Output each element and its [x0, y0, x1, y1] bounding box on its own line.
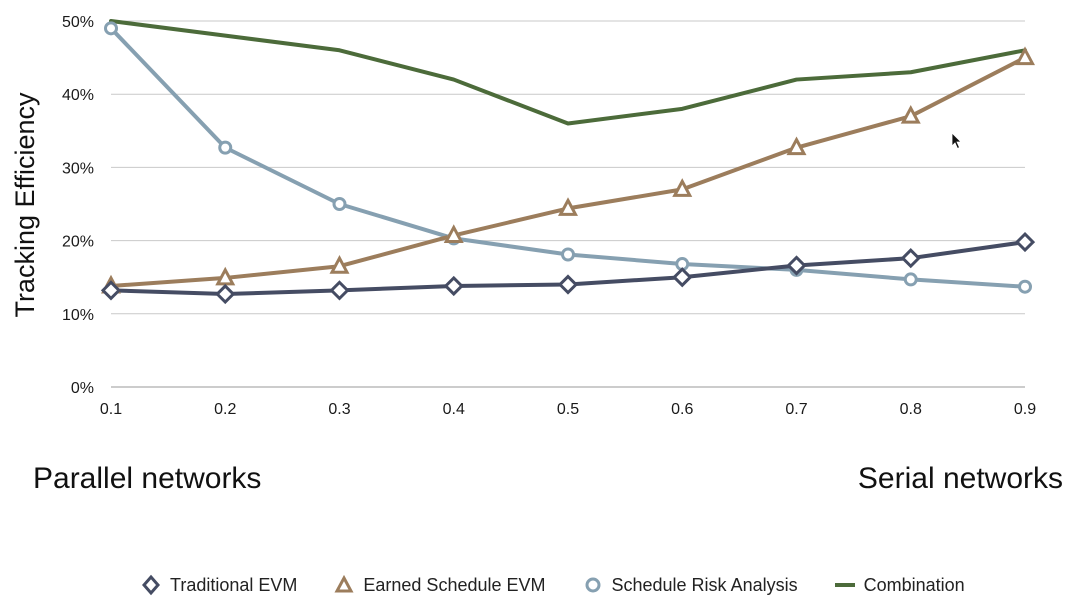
- data-point: [329, 255, 350, 274]
- series-layer: [100, 19, 1036, 305]
- x-tick-label: 0.6: [671, 401, 693, 418]
- serial-networks-caption: Serial networks: [857, 462, 1063, 495]
- legend-label: Schedule Risk Analysis: [611, 574, 798, 595]
- legend-label: Earned Schedule EVM: [363, 574, 546, 595]
- triangle-marker-icon: [334, 574, 354, 593]
- data-point: [672, 178, 693, 197]
- legend-item-combination: Combination: [834, 574, 965, 596]
- data-point: [1014, 46, 1036, 66]
- circle-marker-icon: [585, 577, 600, 593]
- data-point: [104, 21, 118, 36]
- legend-item-schedule-risk-analysis: Schedule Risk Analysis: [582, 574, 798, 596]
- y-tick-label: 20%: [62, 234, 94, 251]
- parallel-networks-caption: Parallel networks: [33, 462, 262, 495]
- y-tick-label: 0%: [71, 380, 94, 397]
- legend-item-traditional-evm: Traditional EVM: [140, 574, 297, 596]
- legend-item-earned-schedule-evm: Earned Schedule EVM: [333, 574, 546, 596]
- y-tick-label: 30%: [62, 160, 94, 177]
- legend-label: Combination: [863, 574, 965, 595]
- mouse-cursor-icon: [951, 132, 962, 150]
- x-tick-label: 0.1: [100, 401, 122, 418]
- data-point: [561, 247, 575, 262]
- diamond-marker-icon: [142, 574, 160, 596]
- data-point: [218, 140, 233, 155]
- data-point: [443, 224, 464, 243]
- line-marker-icon: [834, 583, 855, 587]
- x-tick-label: 0.7: [785, 401, 807, 418]
- data-point: [100, 280, 122, 301]
- x-tick-label: 0.5: [557, 401, 579, 418]
- data-point: [786, 136, 807, 156]
- data-point: [557, 197, 579, 216]
- data-point: [1014, 231, 1036, 253]
- legend-label: Traditional EVM: [170, 574, 298, 595]
- data-point: [1018, 279, 1032, 294]
- series-line-combination: [109, 19, 1027, 126]
- y-tick-label: 40%: [62, 87, 94, 104]
- x-tick-label: 0.3: [328, 401, 350, 418]
- x-tick-label: 0.4: [443, 401, 465, 418]
- x-tick-label: 0.2: [214, 401, 236, 418]
- y-tick-label: 50%: [62, 14, 94, 31]
- data-point: [786, 255, 807, 276]
- x-tick-label: 0.9: [1014, 401, 1036, 418]
- chart-legend: Traditional EVM Earned Schedule EVM Sche…: [140, 574, 965, 596]
- data-point: [900, 104, 921, 124]
- data-point: [443, 275, 464, 297]
- data-point: [329, 280, 350, 301]
- data-point: [215, 266, 236, 286]
- data-point: [900, 248, 921, 269]
- y-axis-label: Tracking Efficiency: [10, 92, 40, 318]
- data-point: [215, 283, 236, 305]
- data-point: [903, 272, 918, 287]
- y-axis-tick-labels: 0% 10% 20% 30% 40% 50%: [62, 14, 94, 397]
- y-tick-label: 10%: [62, 307, 94, 324]
- data-point: [332, 197, 347, 211]
- data-point: [672, 267, 693, 288]
- x-axis-tick-labels: 0.1 0.2 0.3 0.4 0.5 0.6 0.7 0.8 0.9: [100, 401, 1036, 418]
- x-tick-label: 0.8: [900, 401, 922, 418]
- data-point: [557, 274, 579, 295]
